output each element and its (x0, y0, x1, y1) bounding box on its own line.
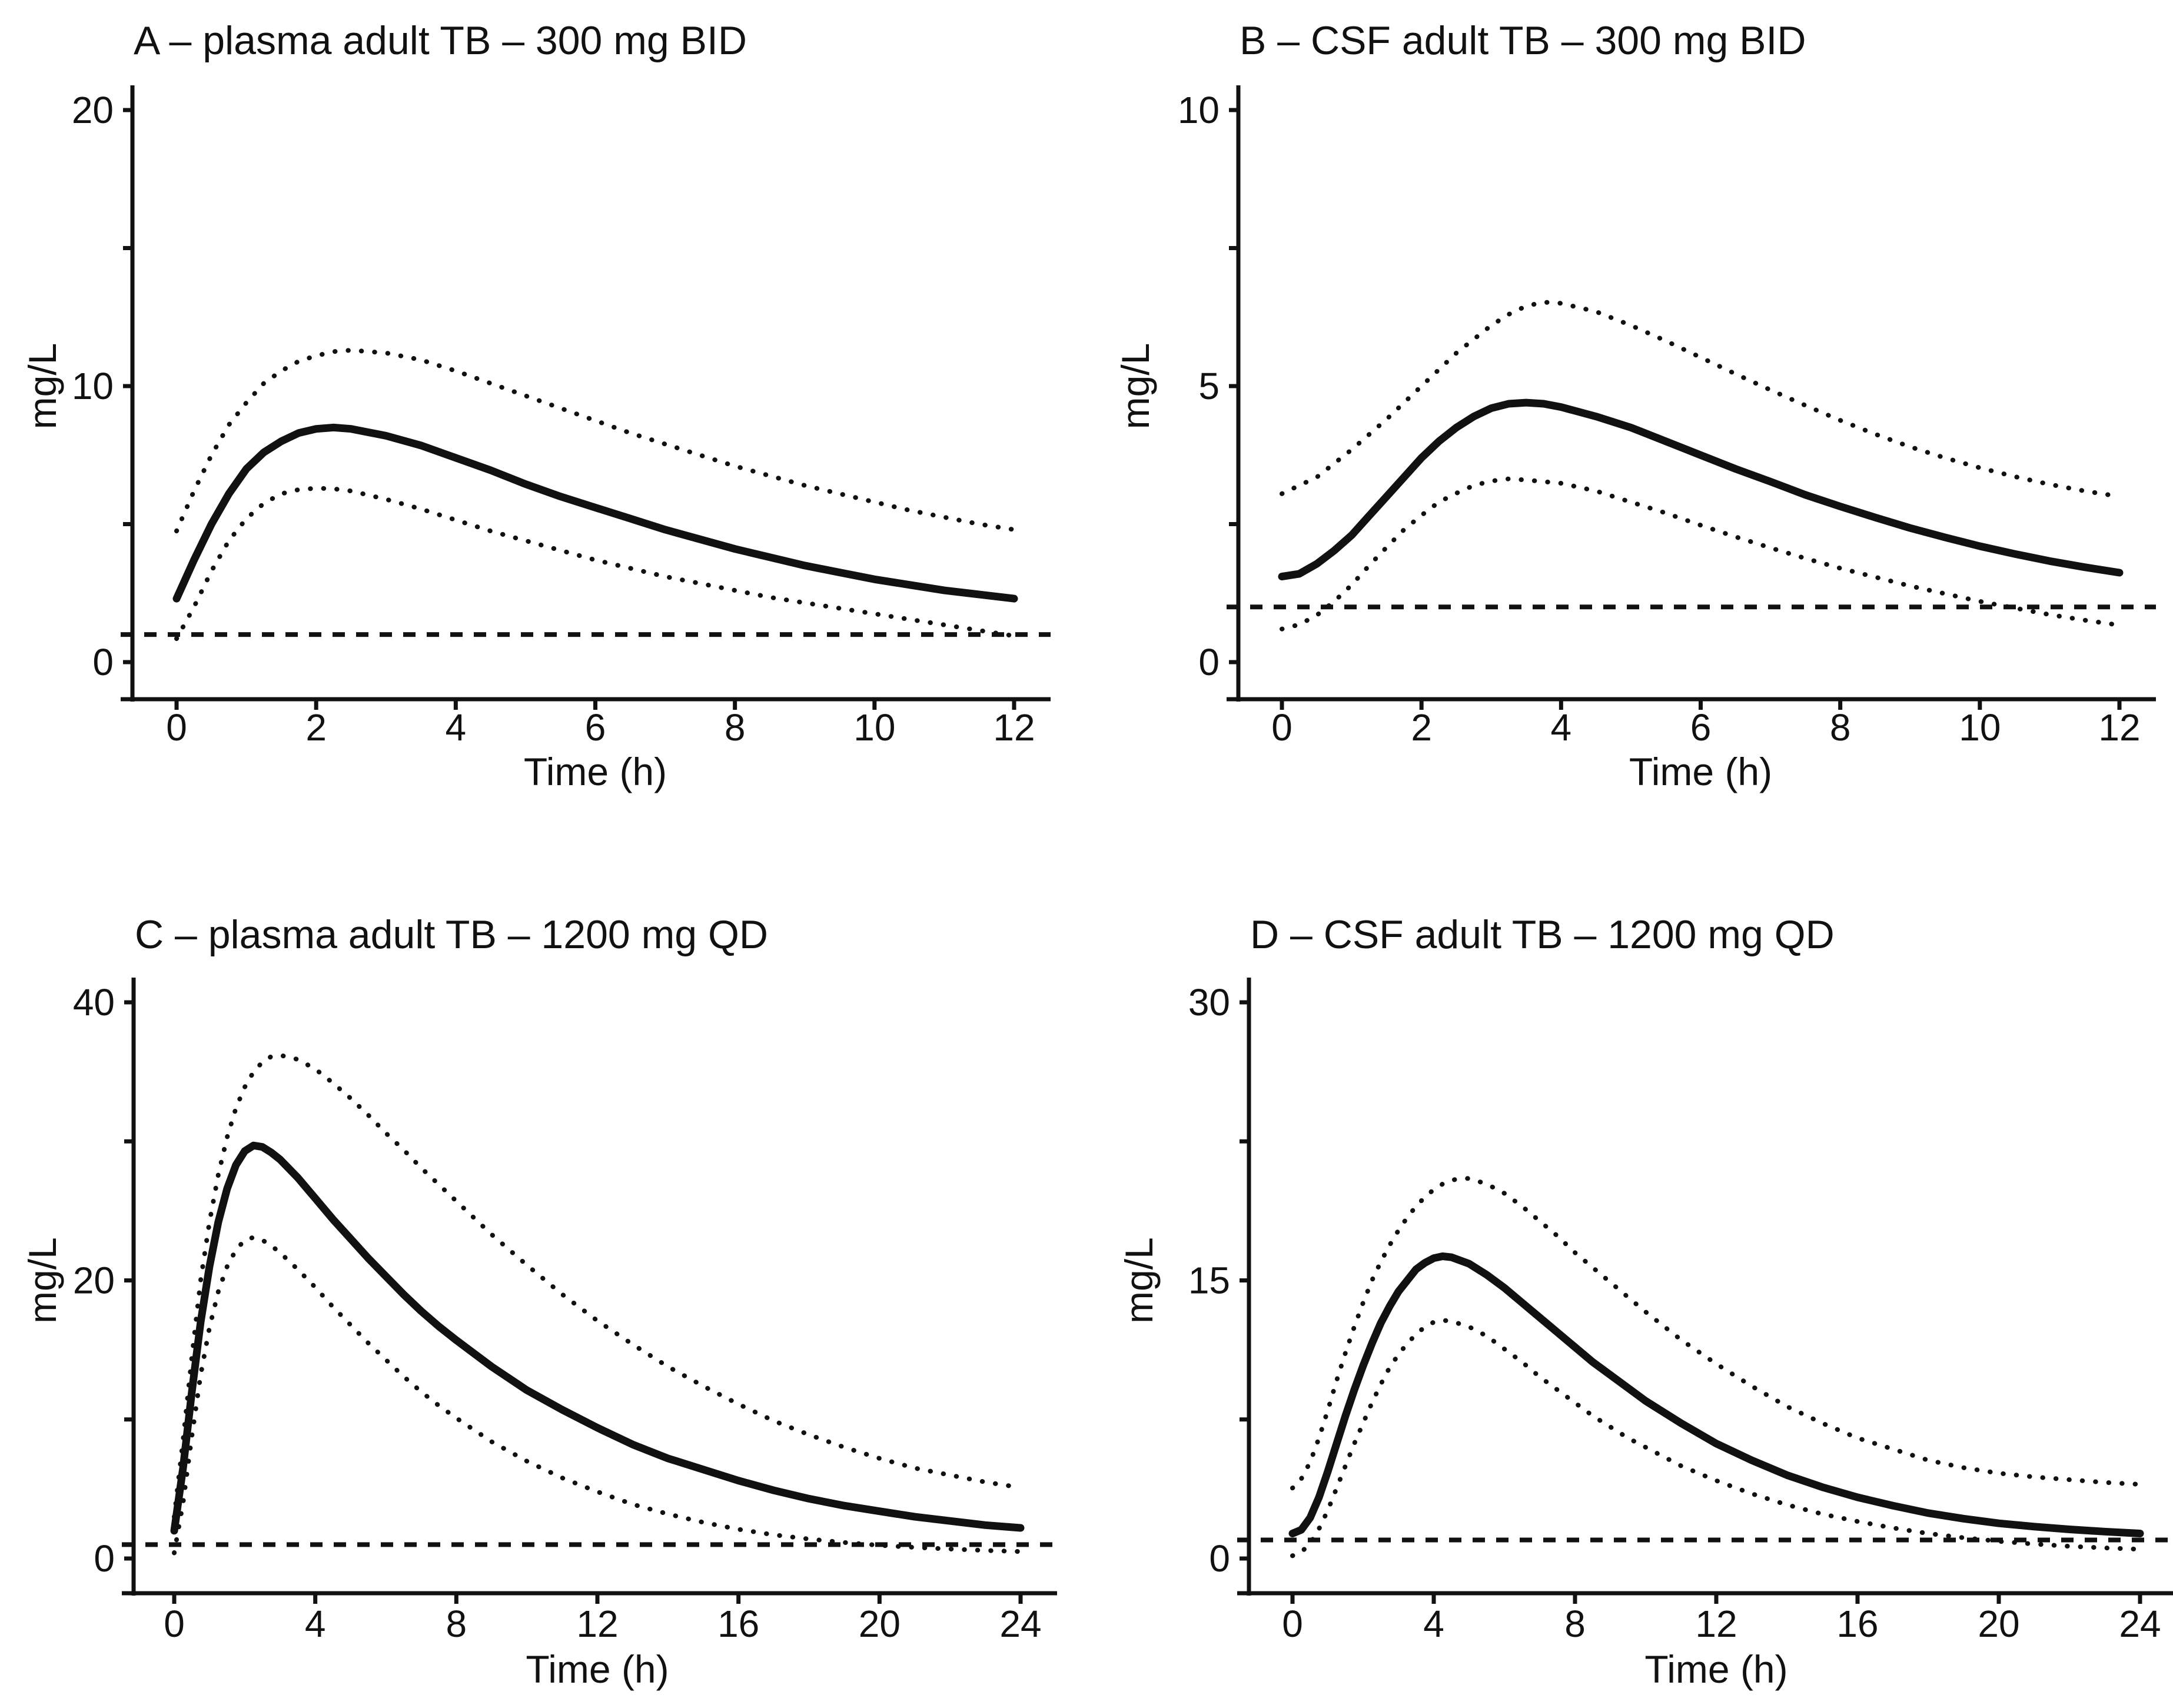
x-tick-label: 6 (1690, 706, 1712, 749)
y-axis-title: mg/L (1114, 343, 1157, 430)
upper-curve (172, 1052, 1023, 1520)
x-axis-title: Time (h) (526, 1647, 669, 1691)
x-axis-title: Time (h) (1629, 750, 1772, 793)
y-tick-label: 0 (1198, 641, 1220, 683)
y-tick-label: 10 (1178, 89, 1220, 131)
y-tick-label: 0 (92, 641, 114, 683)
x-tick-label: 12 (2098, 706, 2140, 749)
y-tick-label: 30 (1188, 981, 1230, 1024)
panel-c-canvas: C – plasma adult TB – 1200 mg QD mg/L Time… (21, 912, 1057, 1691)
median-curve (170, 1141, 1025, 1535)
x-tick-label: 24 (999, 1603, 1041, 1645)
x-tick-label: 0 (166, 706, 187, 749)
panel-d: D – CSF adult TB – 1200 mg QD mg/L Time (h… (1086, 854, 2173, 1708)
median-curve (1288, 1252, 2144, 1537)
x-tick-label: 12 (1695, 1603, 1737, 1645)
panel-a: A – plasma adult TB – 300 mg BID mg/L Time… (0, 0, 1086, 854)
x-tick-label: 6 (585, 706, 606, 749)
x-tick-label: 20 (1978, 1603, 2019, 1645)
upper-curve (1290, 1176, 2142, 1491)
panel-c: C – plasma adult TB – 1200 mg QD mg/L Time… (0, 854, 1086, 1708)
x-tick-label: 16 (717, 1603, 759, 1645)
x-tick-label: 8 (446, 1603, 467, 1645)
x-tick-label: 4 (1423, 1603, 1444, 1645)
panel-title: B – CSF adult TB – 300 mg BID (1240, 18, 1806, 63)
panel-b: B – CSF adult TB – 300 mg BID mg/L Time (h… (1086, 0, 2173, 854)
panel-title: A – plasma adult TB – 300 mg BID (134, 18, 747, 63)
x-tick-label: 4 (446, 706, 467, 749)
x-tick-label: 10 (1959, 706, 2001, 749)
y-tick-label: 0 (94, 1537, 115, 1580)
x-tick-label: 4 (1551, 706, 1572, 749)
x-tick-label: 16 (1836, 1603, 1878, 1645)
x-tick-label: 10 (853, 706, 895, 749)
x-tick-label: 2 (1411, 706, 1432, 749)
x-tick-label: 2 (305, 706, 327, 749)
y-tick-label: 10 (72, 365, 114, 407)
x-axis-title: Time (h) (1644, 1647, 1787, 1691)
y-tick-label: 15 (1188, 1260, 1230, 1302)
x-tick-label: 20 (859, 1603, 901, 1645)
y-axis-title: mg/L (1117, 1237, 1161, 1324)
x-tick-label: 12 (993, 706, 1035, 749)
x-tick-label: 8 (1830, 706, 1851, 749)
x-tick-label: 0 (164, 1603, 185, 1645)
panel-d-canvas: D – CSF adult TB – 1200 mg QD mg/L Time (h… (1117, 912, 2173, 1691)
y-tick-label: 20 (73, 1260, 115, 1302)
panel-title: C – plasma adult TB – 1200 mg QD (135, 912, 768, 957)
lower-curve (1290, 1318, 2142, 1559)
y-tick-label: 20 (72, 89, 114, 131)
x-tick-label: 4 (305, 1603, 326, 1645)
y-tick-label: 0 (1209, 1537, 1230, 1580)
panel-title: D – CSF adult TB – 1200 mg QD (1250, 912, 1835, 957)
x-tick-label: 8 (1564, 1603, 1586, 1645)
upper-curve (1280, 300, 2122, 499)
x-tick-label: 0 (1271, 706, 1292, 749)
x-tick-label: 12 (576, 1603, 618, 1645)
y-tick-label: 5 (1198, 365, 1220, 407)
median-curve (172, 423, 1018, 603)
lower-curve (174, 486, 1016, 642)
x-tick-label: 0 (1282, 1603, 1303, 1645)
y-axis-title: mg/L (21, 1237, 64, 1324)
y-tick-label: 40 (73, 981, 115, 1024)
x-tick-label: 24 (2119, 1603, 2161, 1645)
median-curve (1278, 398, 2124, 581)
x-tick-label: 8 (725, 706, 746, 749)
x-axis-title: Time (h) (524, 750, 667, 793)
panel-b-canvas: B – CSF adult TB – 300 mg BID mg/L Time (h… (1114, 18, 2156, 793)
y-axis-title: mg/L (21, 343, 64, 430)
panel-a-canvas: A – plasma adult TB – 300 mg BID mg/L Time… (21, 18, 1051, 793)
lower-curve (172, 1235, 1023, 1556)
